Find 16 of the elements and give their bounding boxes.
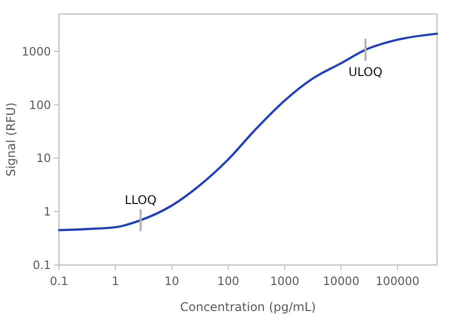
x-tick-label: 1 xyxy=(112,274,120,288)
y-axis-title: Signal (RFU) xyxy=(4,102,18,177)
y-tick-label: 1000 xyxy=(22,44,51,58)
y-tick-label: 10 xyxy=(36,151,51,166)
x-tick-label: 1000 xyxy=(270,274,300,288)
y-tick-label: 0.1 xyxy=(32,258,51,272)
y-tick-label: 100 xyxy=(29,98,51,112)
x-tick-label: 10000 xyxy=(322,274,360,288)
x-axis-title: Concentration (pg/mL) xyxy=(180,300,316,314)
x-tick-label: 100000 xyxy=(376,274,420,288)
x-tick-label: 100 xyxy=(217,274,240,288)
y-tick-label: 1 xyxy=(44,204,51,219)
x-tick-label: 10 xyxy=(164,274,180,288)
x-tick-label: 0.1 xyxy=(50,274,68,288)
annotation: LLOQ xyxy=(124,193,157,208)
annotation: ULOQ xyxy=(348,64,382,79)
